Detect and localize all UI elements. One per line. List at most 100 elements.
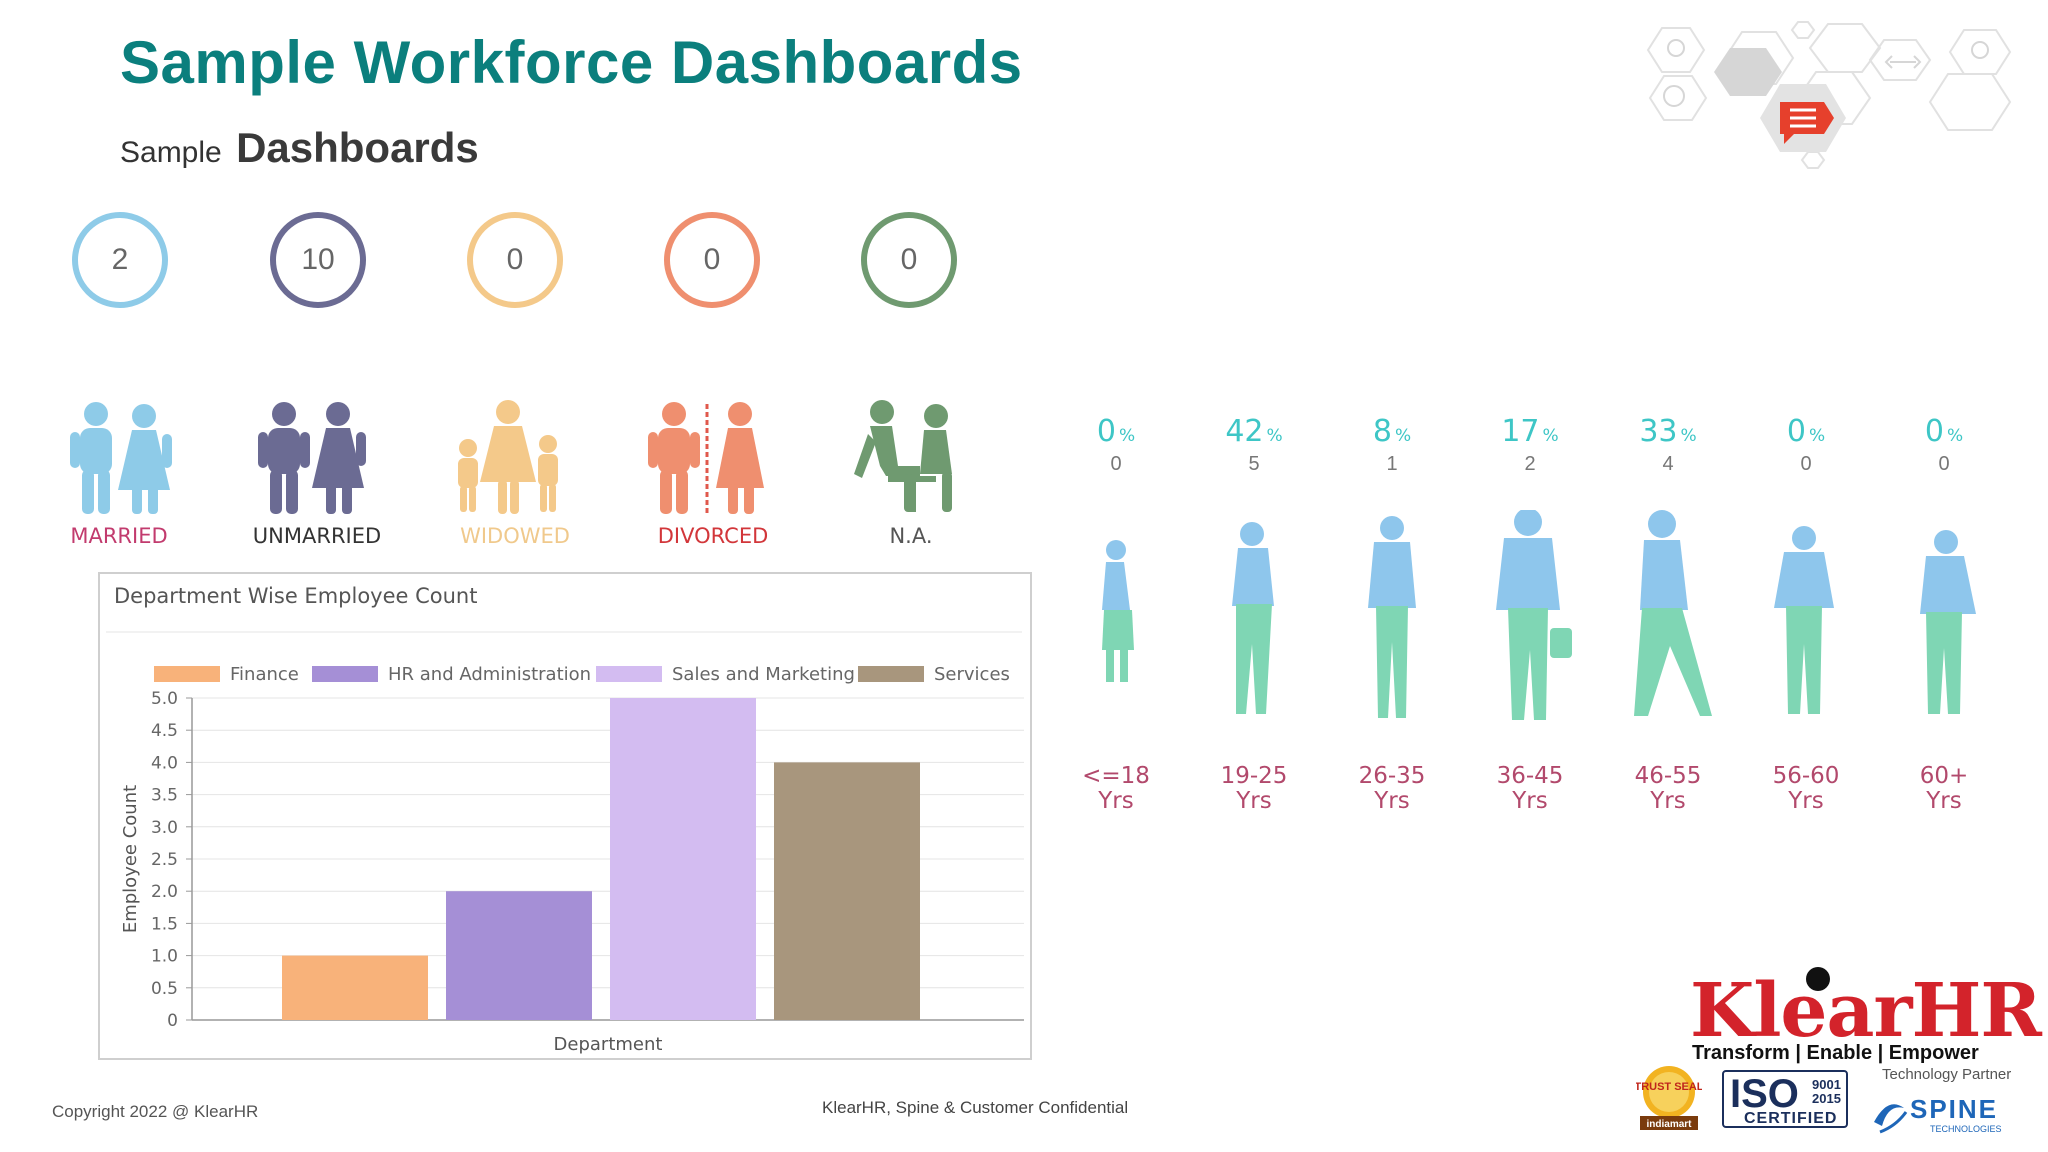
widowed-count-ring: 0 [467, 212, 563, 308]
walking-man-silhouette-icon [1634, 510, 1712, 716]
age-unit: Yrs [1098, 788, 1134, 814]
age-percent: 17% [1470, 414, 1590, 449]
age-percent-value: 33 [1639, 414, 1678, 449]
age-count: 0 [1110, 453, 1122, 475]
age-group-label: 19-25 Yrs [1194, 764, 1314, 814]
divorced-count: 0 [703, 243, 721, 276]
y-tick-label: 4.5 [151, 721, 178, 741]
age-count: 1 [1386, 453, 1398, 475]
age-group-label: <=18 Yrs [1056, 764, 1176, 814]
divorced-couple-icon [648, 402, 764, 516]
bar-finance [282, 955, 428, 1020]
age-range: 19-25 [1220, 763, 1288, 789]
y-tick-label: 3.0 [151, 818, 178, 838]
percent-symbol: % [1542, 426, 1559, 446]
age-stat-5: 33% 4 [1608, 414, 1728, 476]
unmarried-label: UNMARRIED [252, 524, 382, 548]
page-title: Sample Workforce Dashboards [120, 29, 1023, 96]
age-range: <=18 [1082, 763, 1150, 789]
y-axis-label: Employee Count [120, 785, 141, 933]
unmarried-count-ring: 10 [270, 212, 366, 308]
percent-symbol: % [1394, 426, 1412, 446]
y-tick-label: 5.0 [151, 689, 178, 709]
age-range: 46-55 [1634, 763, 1702, 789]
divorced-count-ring: 0 [664, 212, 760, 308]
legend-swatch [858, 666, 924, 682]
y-tick-label: 0 [167, 1011, 178, 1031]
tech-partner-label: Technology Partner [1882, 1066, 2012, 1083]
age-percent-value: 0 [1096, 414, 1116, 449]
iso-certified-badge: ISO 9001 2015 CERTIFIED [1722, 1070, 1848, 1128]
age-group-label: 26-35 Yrs [1332, 764, 1452, 814]
age-count: 4 [1662, 453, 1674, 475]
y-tick-label: 1.0 [151, 947, 178, 967]
age-count: 0 [1800, 453, 1812, 475]
age-percent: 42% [1194, 414, 1314, 449]
child-silhouette-icon [1102, 540, 1134, 682]
percent-symbol: % [1266, 426, 1283, 446]
subtitle-prefix: Sample [120, 136, 222, 169]
trust-seal-text: TRUST SEAL [1636, 1081, 1702, 1093]
na-count-ring: 0 [861, 212, 957, 308]
age-percent: 0% [1746, 414, 1866, 449]
age-range: 36-45 [1496, 763, 1564, 789]
age-percent: 0% [1056, 414, 1176, 449]
bar-hr-and-administration [446, 891, 592, 1020]
age-stat-3: 8% 1 [1332, 414, 1452, 476]
trust-seal-sub: indiamart [1646, 1119, 1692, 1130]
married-count-ring: 2 [72, 212, 168, 308]
percent-symbol: % [1680, 426, 1697, 446]
age-range: 60+ [1919, 763, 1969, 789]
age-stat-4: 17% 2 [1470, 414, 1590, 476]
age-unit: Yrs [1650, 788, 1686, 814]
suited-man-silhouette-icon [1368, 516, 1416, 718]
na-count: 0 [900, 243, 918, 276]
brand-tagline: Transform | Enable | Empower [1692, 1042, 1979, 1064]
department-bar-chart: Finance HR and Administration Sales and Ma… [106, 631, 1024, 1055]
elderly-man-silhouette-icon [1920, 530, 1976, 714]
age-percent: 0% [1884, 414, 2004, 449]
age-group-label: 36-45 Yrs [1470, 764, 1590, 814]
copyright-text: Copyright 2022 @ KlearHR [52, 1102, 259, 1121]
widowed-count: 0 [506, 243, 524, 276]
chart-title: Department Wise Employee Count [114, 584, 478, 608]
iso-text: ISO [1730, 1072, 1799, 1116]
age-group-label: 56-60 Yrs [1746, 764, 1866, 814]
man-with-bag-silhouette-icon [1496, 510, 1572, 720]
legend-label: Finance [230, 664, 299, 685]
logo-dot-icon [1806, 967, 1830, 991]
age-group-label: 46-55 Yrs [1608, 764, 1728, 814]
legend-label: Services [934, 664, 1010, 685]
iso-num-1: 9001 [1812, 1077, 1841, 1092]
spine-technologies-logo: SPINE TECHNOLOGIES [1874, 1094, 2002, 1134]
age-stat-2: 42% 5 [1194, 414, 1314, 476]
legend-swatch [154, 666, 220, 682]
y-tick-label: 3.5 [151, 786, 178, 806]
age-count: 0 [1938, 453, 1950, 475]
unmarried-couple-icon [258, 402, 366, 514]
young-person-silhouette-icon [1232, 522, 1274, 714]
y-tick-label: 1.5 [151, 914, 178, 934]
page-subtitle: Sample Dashboards [120, 124, 479, 172]
legend-swatch [312, 666, 378, 682]
bar-sales-and-marketing [610, 698, 756, 1020]
married-couple-icon [70, 402, 172, 514]
y-tick-label: 2.0 [151, 882, 178, 902]
x-axis-label: Department [554, 1034, 663, 1055]
age-percent-value: 17 [1501, 414, 1540, 449]
widowed-label: WIDOWED [460, 524, 570, 548]
legend-label: HR and Administration [388, 664, 591, 685]
age-percent-value: 0 [1786, 414, 1806, 449]
age-range: 26-35 [1358, 763, 1426, 789]
age-count: 2 [1524, 453, 1536, 475]
age-range: 56-60 [1772, 763, 1840, 789]
age-unit: Yrs [1512, 788, 1548, 814]
age-percent: 33% [1608, 414, 1728, 449]
spine-sub: TECHNOLOGIES [1930, 1124, 2002, 1134]
na-label: N.A. [889, 524, 933, 548]
department-chart: Department Wise Employee Count Finance HR… [98, 572, 1032, 1060]
unmarried-count: 10 [301, 243, 335, 276]
older-man-silhouette-icon [1774, 526, 1834, 714]
age-stat-7: 0% 0 [1884, 414, 2004, 476]
seated-couple-icon [854, 400, 952, 512]
